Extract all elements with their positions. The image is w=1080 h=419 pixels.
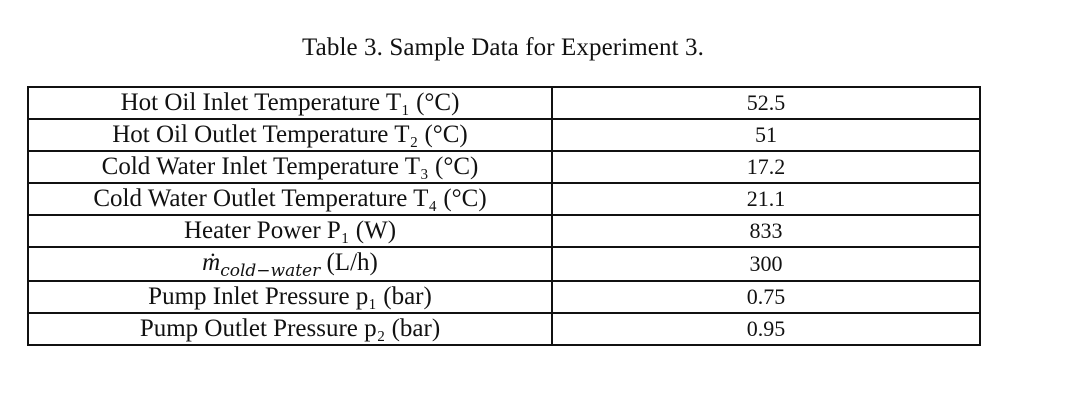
table-row: Pump Outlet Pressure p₂ (bar) 0.95 [27,312,981,346]
parameter-cell: Pump Inlet Pressure p₁ (bar) [27,280,553,314]
value-cell: 51 [551,118,981,152]
value-cell: 0.75 [551,280,981,314]
parameter-cell: ṁcold−water (L/h) [27,246,553,282]
value-cell: 0.95 [551,312,981,346]
parameter-cell: Hot Oil Outlet Temperature T₂ (°C) [27,118,553,152]
parameter-cell: Cold Water Inlet Temperature T₃ (°C) [27,150,553,184]
value-cell: 52.5 [551,86,981,120]
table-row: Cold Water Inlet Temperature T₃ (°C) 17.… [27,150,981,184]
table-row: ṁcold−water (L/h) 300 [27,246,981,282]
value-cell: 17.2 [551,150,981,184]
mass-flow-unit: (L/h) [320,249,378,276]
parameter-cell: Pump Outlet Pressure p₂ (bar) [27,312,553,346]
table-row: Pump Inlet Pressure p₁ (bar) 0.75 [27,280,981,314]
mass-flow-symbol: ṁ [202,249,221,276]
table-row: Heater Power P₁ (W) 833 [27,214,981,248]
table-row: Hot Oil Inlet Temperature T₁ (°C) 52.5 [27,86,981,120]
sample-data-table: Hot Oil Inlet Temperature T₁ (°C) 52.5 H… [27,86,981,346]
table-caption: Table 3. Sample Data for Experiment 3. [302,34,704,61]
parameter-cell: Hot Oil Inlet Temperature T₁ (°C) [27,86,553,120]
value-cell: 21.1 [551,182,981,216]
value-cell: 833 [551,214,981,248]
mass-flow-subscript: cold−water [220,261,321,281]
table-row: Cold Water Outlet Temperature T₄ (°C) 21… [27,182,981,216]
parameter-cell: Cold Water Outlet Temperature T₄ (°C) [27,182,553,216]
table-row: Hot Oil Outlet Temperature T₂ (°C) 51 [27,118,981,152]
value-cell: 300 [551,246,981,282]
parameter-cell: Heater Power P₁ (W) [27,214,553,248]
